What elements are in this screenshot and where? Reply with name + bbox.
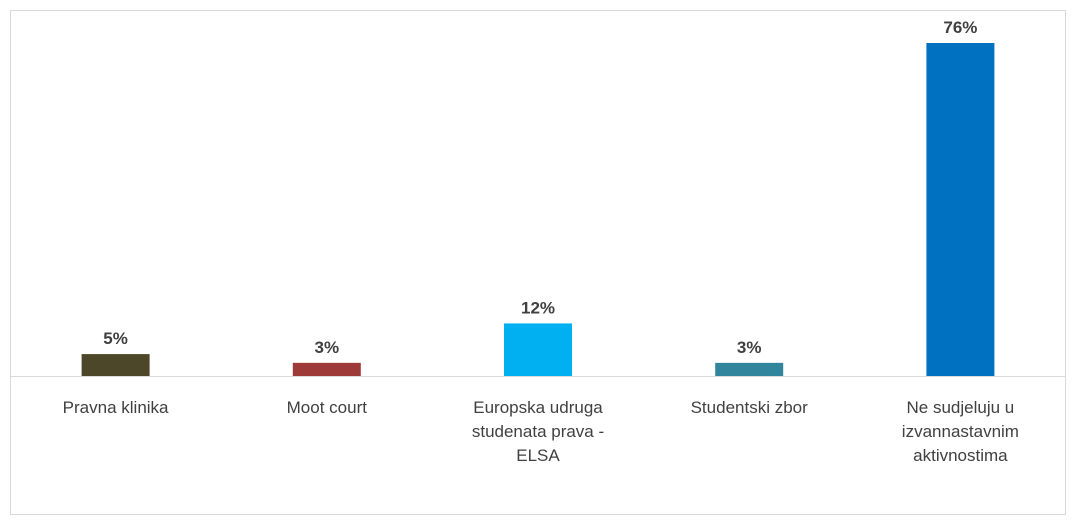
- value-label: 12%: [521, 298, 555, 317]
- value-label: 5%: [103, 329, 128, 348]
- bar: [292, 362, 361, 376]
- value-label: 3%: [737, 338, 762, 357]
- x-tick-label: Ne sudjeluju u izvannastavnim aktivnosti…: [901, 398, 1019, 465]
- chart-border: [10, 10, 1066, 515]
- bar: [926, 43, 995, 376]
- x-tick-label: Studentski zbor: [690, 398, 808, 417]
- bar: [715, 362, 784, 376]
- bar: [81, 354, 150, 376]
- bar: [504, 323, 572, 376]
- x-tick-label: Moot court: [286, 398, 367, 417]
- value-label: 76%: [943, 18, 977, 37]
- x-tick-label: Pravna klinika: [62, 398, 169, 417]
- value-label: 3%: [315, 338, 340, 357]
- x-tick-label: Europska udruga studenata prava - ELSA: [471, 398, 605, 465]
